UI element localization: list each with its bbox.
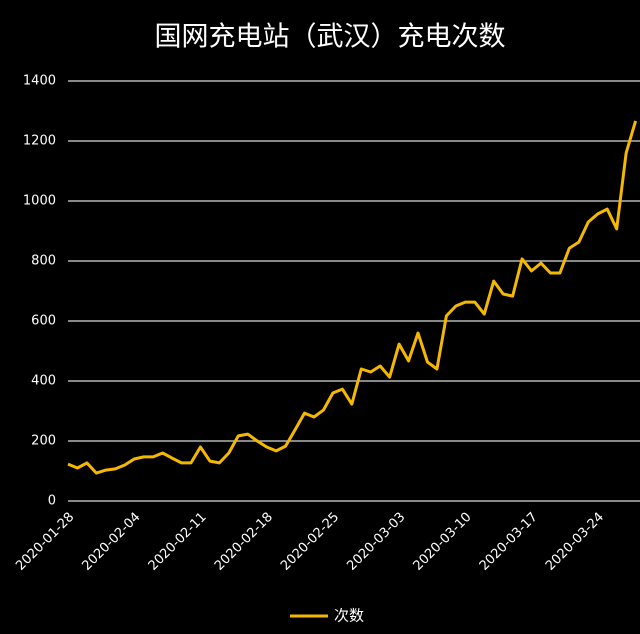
y-tick-label: 800 (31, 254, 56, 269)
legend-label: 次数 (334, 607, 364, 625)
chart-title: 国网充电站（武汉）充电次数 (155, 22, 506, 53)
y-tick-label: 0 (48, 494, 56, 509)
y-tick-label: 600 (31, 314, 56, 329)
x-tick-label: 2020-02-18 (212, 510, 276, 574)
y-tick-label: 1200 (23, 134, 56, 149)
data-line (67, 120, 638, 475)
x-tick-label: 2020-01-28 (13, 510, 77, 574)
x-tick-label: 2020-02-11 (146, 510, 210, 574)
x-tick-label: 2020-03-24 (543, 510, 607, 574)
y-tick-label: 400 (31, 374, 56, 389)
x-tick-label: 2020-03-03 (344, 510, 408, 574)
y-tick-label: 1000 (23, 194, 56, 209)
x-tick-label: 2020-02-04 (79, 510, 143, 574)
x-tick-label: 2020-02-25 (278, 510, 342, 574)
y-tick-label: 1400 (23, 74, 56, 89)
x-tick-label: 2020-03-10 (411, 510, 475, 574)
y-tick-label: 200 (31, 434, 56, 449)
x-tick-label: 2020-03-17 (477, 510, 541, 574)
